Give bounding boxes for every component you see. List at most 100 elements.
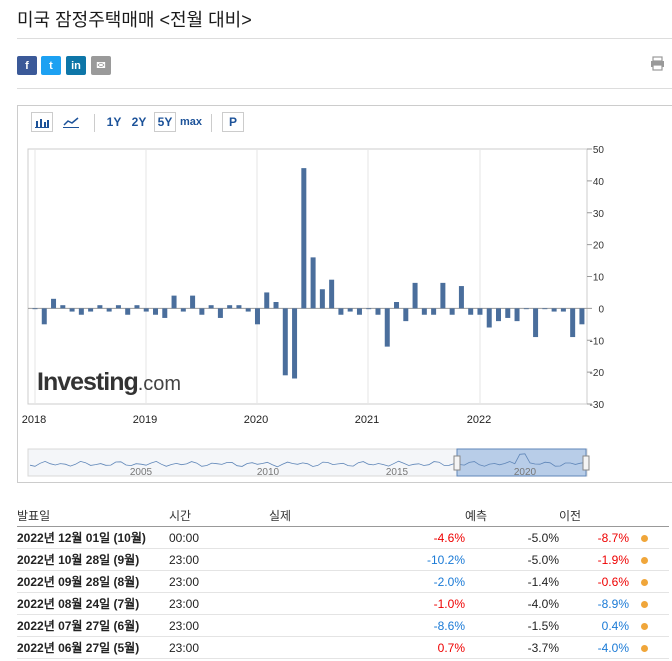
facebook-icon: f [25, 59, 29, 72]
y-tick-label: 30 [593, 209, 605, 220]
bar [542, 308, 548, 310]
bar-chart-toggle[interactable] [31, 112, 53, 132]
bar [551, 308, 557, 312]
bar [282, 308, 288, 376]
previous-cell: -1.9% [559, 548, 629, 571]
actual-cell: -8.6% [269, 614, 465, 637]
range-max-button[interactable]: max [179, 116, 203, 128]
header-forecast[interactable]: 예측 [465, 504, 559, 527]
bar [162, 308, 168, 318]
forecast-cell: -5.0% [465, 526, 559, 549]
bar [329, 279, 335, 309]
bar [227, 305, 233, 309]
header-previous[interactable]: 이전 [559, 504, 629, 527]
share-twitter-button[interactable]: t [41, 56, 61, 75]
time-cell: 23:00 [169, 592, 269, 615]
bar [143, 308, 149, 312]
bar [264, 292, 270, 309]
navigator-label: 2015 [386, 467, 409, 478]
bar [125, 308, 131, 315]
linkedin-icon: in [71, 59, 81, 72]
bar [523, 308, 529, 310]
navigator-handle[interactable] [582, 455, 590, 471]
share-facebook-button[interactable]: f [17, 56, 37, 75]
bar [366, 308, 372, 310]
actual-cell: 0.7% [269, 636, 465, 659]
navigator-handle[interactable] [453, 455, 461, 471]
time-cell: 00:00 [169, 526, 269, 549]
bar [514, 308, 520, 322]
bar [533, 308, 539, 338]
table-row: 2022년 12월 01일 (10월) 00:00 -4.6% -5.0% -8.7% [17, 526, 669, 549]
forecast-cell: -4.0% [465, 592, 559, 615]
toolbar-separator [94, 114, 95, 132]
forecast-cell: -1.5% [465, 614, 559, 637]
bar [431, 308, 437, 315]
bar-chart-icon [35, 118, 49, 128]
bar [115, 305, 121, 309]
bar [347, 308, 353, 312]
table-header-row: 발표일 시간 실제 예측 이전 [17, 504, 669, 527]
bar [106, 308, 112, 312]
previous-cell: -8.7% [559, 526, 629, 549]
navigator-label: 2020 [514, 467, 537, 478]
header-time[interactable]: 시간 [169, 504, 269, 527]
bar [199, 308, 205, 315]
bar [458, 286, 464, 309]
share-email-button[interactable]: ✉ [91, 56, 111, 75]
investing-logo: Investing.com [37, 368, 182, 396]
y-tick-label: 40 [593, 177, 605, 188]
x-tick-label: 2019 [133, 414, 157, 426]
bar [153, 308, 159, 315]
bar [570, 308, 576, 338]
importance-dot-icon [641, 534, 648, 542]
bar [292, 308, 298, 379]
range-1y-button[interactable]: 1Y [106, 115, 122, 129]
bar [505, 308, 511, 318]
header-actual[interactable]: 실제 [269, 504, 465, 527]
bar [449, 308, 455, 315]
importance-dot-icon [641, 600, 648, 608]
previous-cell: -0.6% [559, 570, 629, 593]
p-button[interactable]: P [222, 112, 244, 132]
print-icon[interactable] [650, 56, 665, 71]
divider [17, 88, 672, 89]
divider [17, 38, 672, 39]
forecast-cell: -3.7% [465, 636, 559, 659]
bar [421, 308, 427, 315]
bar [171, 295, 177, 309]
x-tick-label: 2018 [22, 414, 46, 426]
navigator-line [29, 453, 586, 468]
actual-cell: -2.0% [269, 570, 465, 593]
y-tick-label: -10 [590, 336, 605, 347]
table-row: 2022년 07월 27일 (6월) 23:00 -8.6% -1.5% 0.4% [17, 614, 669, 637]
chart-container [17, 105, 672, 483]
x-tick-label: 2022 [467, 414, 491, 426]
bar [560, 308, 566, 312]
time-cell: 23:00 [169, 636, 269, 659]
date-cell: 2022년 12월 01일 (10월) [17, 526, 169, 549]
header-date[interactable]: 발표일 [17, 504, 169, 527]
actual-cell: -1.0% [269, 592, 465, 615]
plot-border [27, 148, 588, 405]
bar [310, 257, 316, 309]
bar [97, 305, 103, 309]
range-5y-button[interactable]: 5Y [154, 112, 176, 132]
bar [468, 308, 474, 315]
line-chart-toggle[interactable] [60, 112, 82, 132]
time-cell: 23:00 [169, 570, 269, 593]
bar [217, 308, 223, 318]
time-cell: 23:00 [169, 548, 269, 571]
range-2y-button[interactable]: 2Y [131, 115, 147, 129]
y-tick-label: -30 [590, 400, 605, 411]
bar [496, 308, 501, 322]
bar [375, 308, 381, 315]
table-row: 2022년 09월 28일 (8월) 23:00 -2.0% -1.4% -0.6% [17, 570, 669, 593]
bar [236, 305, 242, 309]
history-table: 발표일 시간 실제 예측 이전 2022년 12월 01일 (10월) 00:00… [17, 504, 669, 659]
date-cell: 2022년 06월 27일 (5월) [17, 636, 169, 659]
y-tick-label: -20 [590, 368, 605, 379]
navigator-label: 2010 [257, 467, 280, 478]
share-linkedin-button[interactable]: in [66, 56, 86, 75]
